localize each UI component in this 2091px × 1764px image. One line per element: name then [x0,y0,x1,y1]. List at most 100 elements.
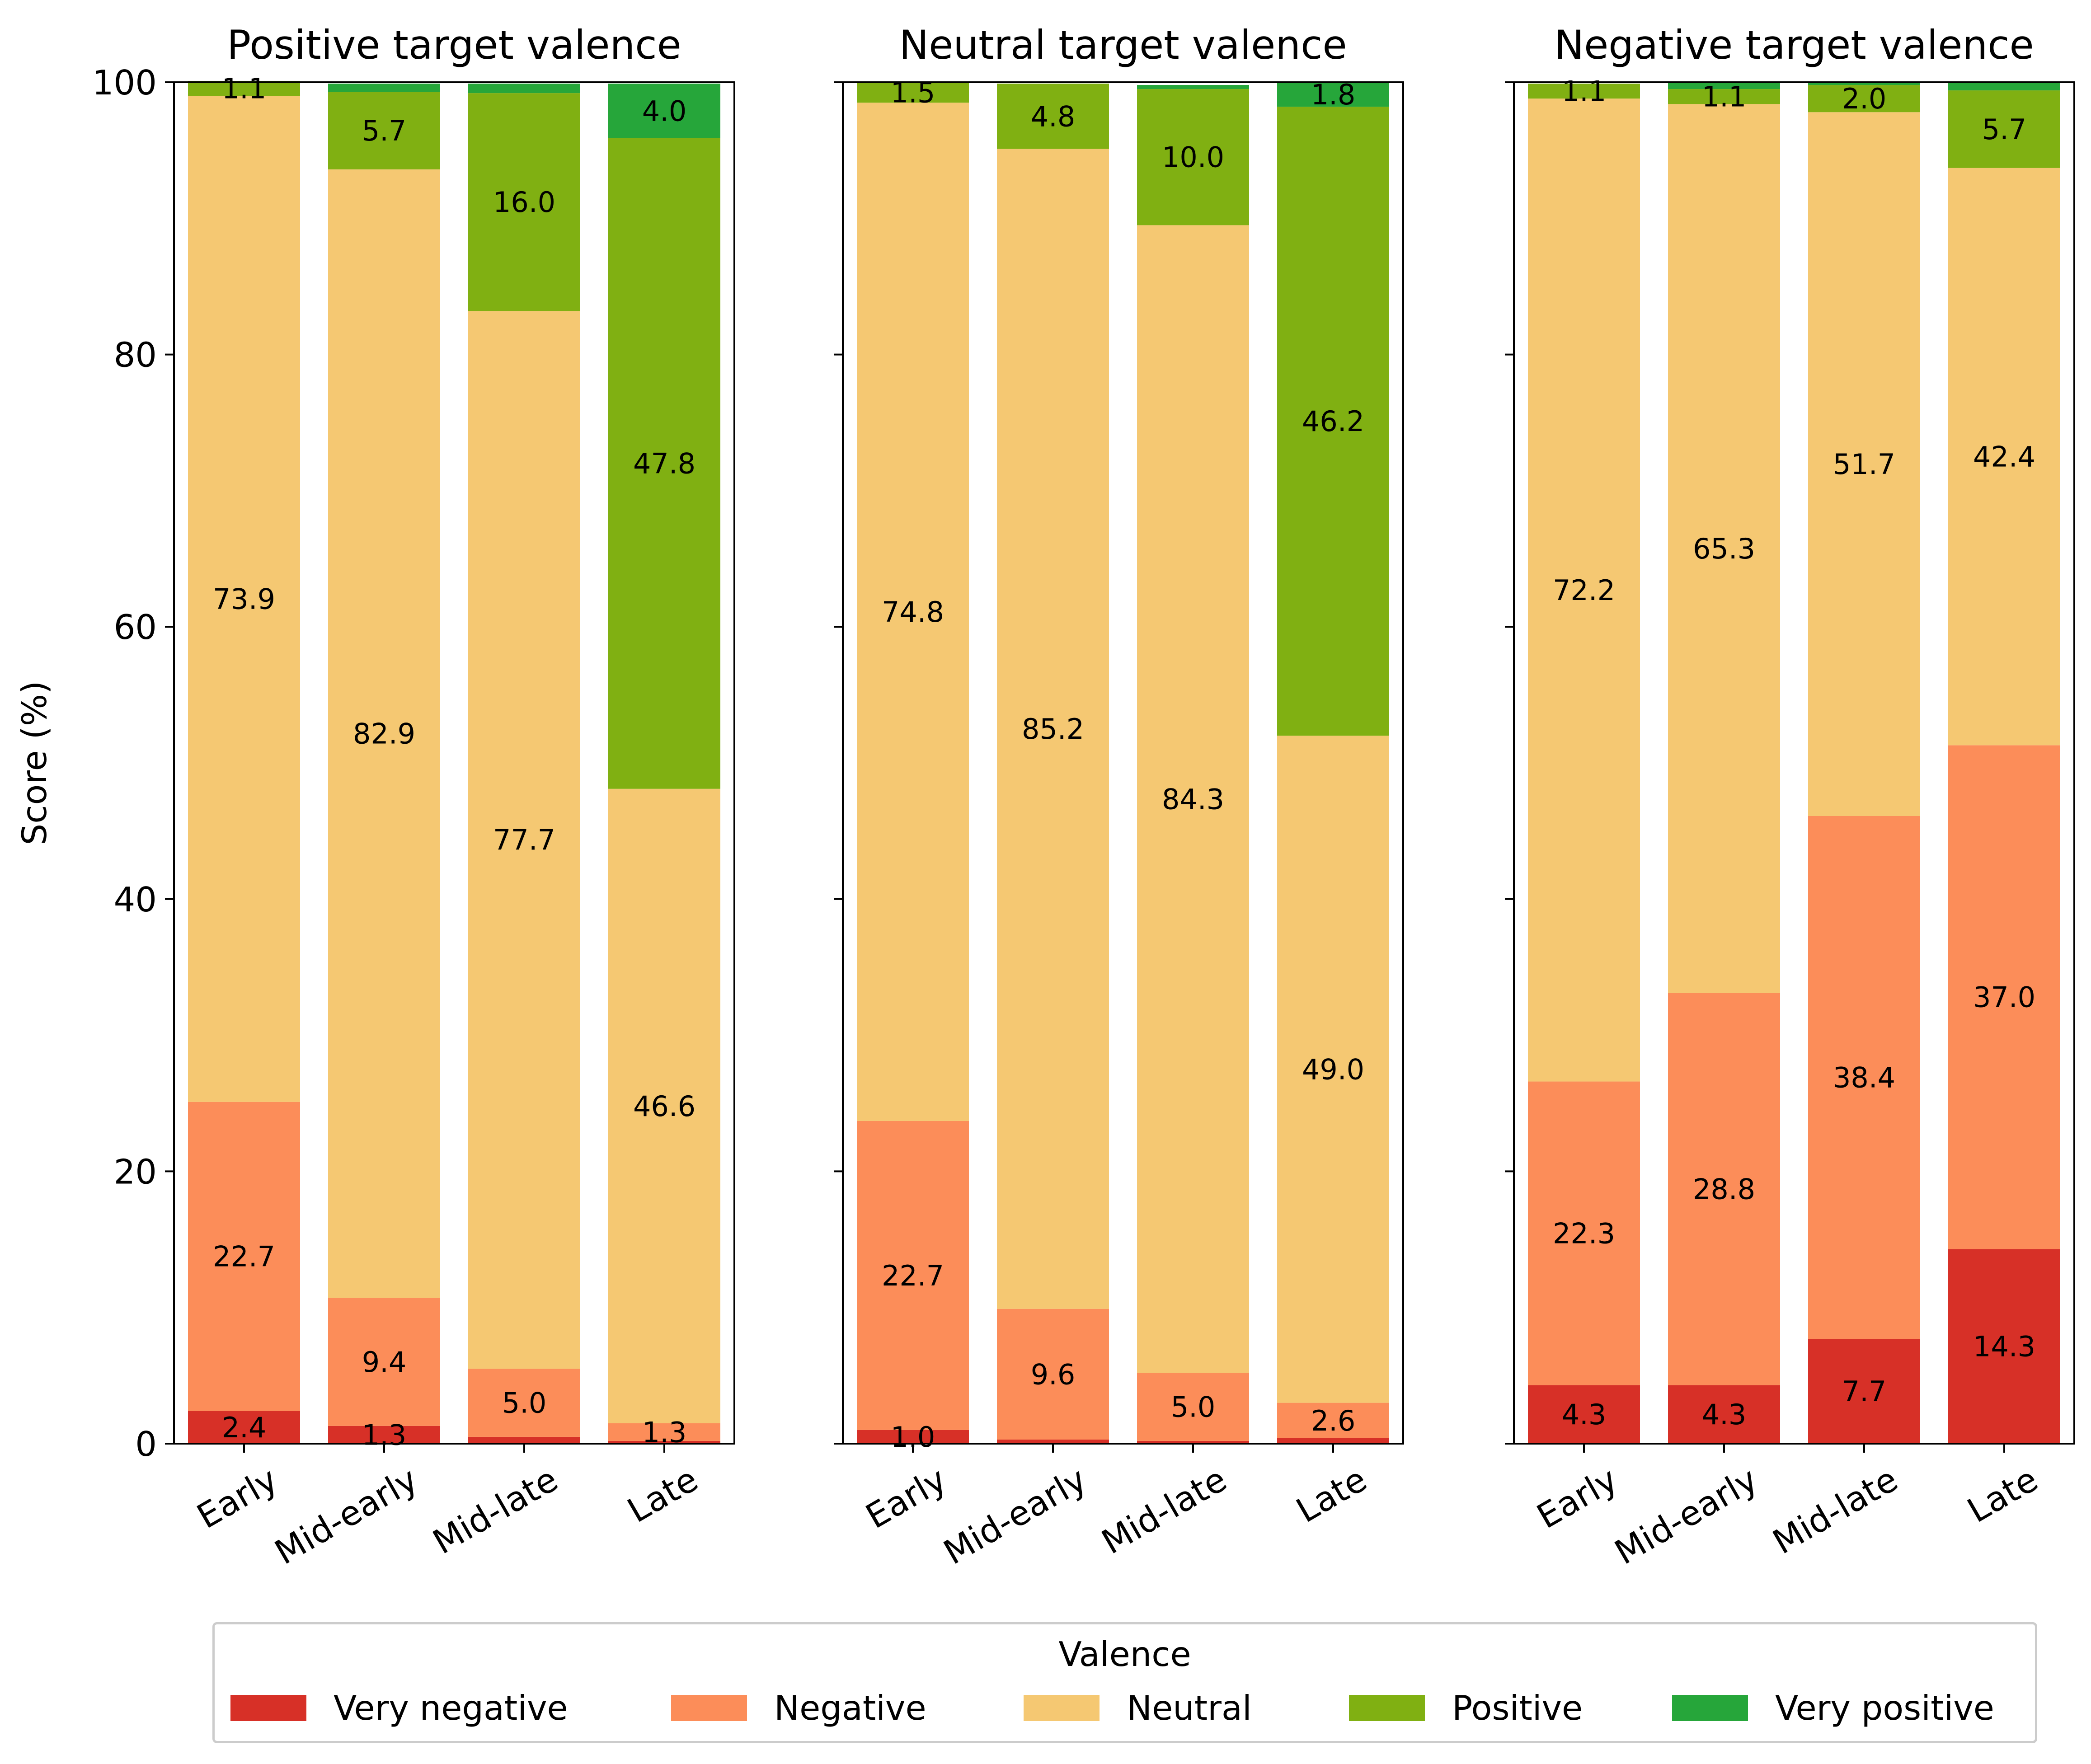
data-label-neutral-mid-early: 65.3 [1693,532,1755,565]
bar-positive-early [188,80,300,96]
legend-title: Valence [1058,1634,1191,1674]
legend-entries: Very negative Negative Neutral Positive … [215,1685,2035,1731]
data-label-positive-late: 47.8 [633,447,695,480]
bar-very-negative-mid-late [1137,1440,1249,1444]
bar-positive-mid-late [468,93,580,311]
panel-1: 2.422.773.91.1Early1.39.482.95.7Mid-earl… [92,22,735,1572]
bar-very-negative-late [1277,1438,1389,1444]
data-label-neutral-late: 42.4 [1973,441,2035,474]
bar-negative-mid-early [328,1298,440,1426]
data-label-neutral-mid-late: 51.7 [1833,448,1895,481]
data-label-negative-late: 37.0 [1973,981,2035,1014]
x-tick-label-late: Late [1290,1459,1373,1530]
data-label-negative-early: 22.3 [1553,1217,1615,1250]
data-label-negative-mid-late: 5.0 [1171,1391,1216,1424]
bar-very-negative-mid-late [1808,1338,1920,1444]
bar-positive-mid-early [1668,89,1780,104]
legend: Valence Very negative Negative Neutral P… [212,1622,2037,1743]
x-tick-label-early: Early [190,1459,284,1536]
bar-positive-early [1528,84,1640,99]
panel-frame [1513,81,2075,1445]
data-label-neutral-early: 72.2 [1553,574,1615,607]
legend-item-very-positive: Very positive [1672,1685,1994,1731]
data-label-negative-mid-early: 9.4 [362,1346,407,1379]
data-label-very-negative-late: 14.3 [1973,1330,2035,1363]
bar-negative-late [608,1423,720,1441]
panel-frame [173,81,735,1445]
bar-very-negative-late [608,1440,720,1444]
data-label-positive-early: 1.5 [891,76,935,109]
data-label-neutral-late: 49.0 [1302,1053,1364,1086]
data-label-very-negative-mid-early: 4.3 [1702,1398,1747,1431]
y-tick-label-20: 20 [114,1152,157,1192]
bar-neutral-mid-early [328,169,440,1298]
legend-label-very-positive: Very positive [1775,1688,1994,1728]
data-label-negative-late: 2.6 [1311,1404,1356,1437]
data-label-neutral-mid-early: 82.9 [353,718,415,751]
data-label-neutral-mid-late: 77.7 [493,824,555,857]
y-tick-label-40: 40 [114,880,157,920]
data-label-negative-early: 22.7 [213,1240,275,1273]
bar-positive-mid-late [1137,89,1249,225]
x-tick-label-early: Early [1530,1459,1624,1536]
legend-item-very-negative: Very negative [230,1685,568,1731]
bar-positive-late [1948,90,2060,168]
bar-negative-mid-late [468,1369,580,1437]
data-label-positive-early: 1.1 [222,72,267,105]
y-tick-label-0: 0 [135,1424,157,1464]
data-label-positive-mid-late: 16.0 [493,186,555,219]
bar-very-negative-mid-early [328,1426,440,1444]
data-label-positive-late: 5.7 [1982,113,2027,146]
bar-very-positive-mid-late [1808,82,1920,85]
data-label-negative-mid-late: 38.4 [1833,1061,1895,1094]
x-tick-label-mid-late: Mid-late [426,1459,564,1562]
panel-title: Neutral target valence [899,22,1347,68]
data-label-positive-mid-early: 4.8 [1031,100,1076,133]
data-label-neutral-early: 73.9 [213,582,275,615]
bar-neutral-early [857,103,969,1121]
panel-3: 4.3 22.3 72.2 1.1 Early 4.3 28.8 65.3 1.1 Mid-ear… [1505,22,2075,1572]
bar-very-positive-late [1948,82,2060,91]
bar-very-positive-late [1277,82,1389,107]
data-label-very-positive-late: 1.8 [1311,78,1356,111]
bar-negative-mid-late [1137,1373,1249,1441]
data-label-neutral-mid-late: 84.3 [1162,783,1224,816]
data-label-negative-mid-early: 28.8 [1693,1173,1755,1206]
bar-positive-mid-late [1808,85,1920,113]
bar-neutral-mid-late [1808,112,1920,816]
data-label-positive-mid-late: 2.0 [1842,82,1887,115]
bar-positive-mid-early [997,84,1109,149]
legend-item-neutral: Neutral [1024,1685,1252,1731]
bar-neutral-mid-late [1137,225,1249,1373]
bar-neutral-early [188,96,300,1102]
data-label-positive-late: 46.2 [1302,405,1364,438]
y-axis-label: Score (%) [14,681,54,845]
panel-frame [842,81,1404,1445]
x-tick-label-mid-late: Mid-late [1095,1459,1233,1562]
data-label-positive-early: 1.1 [1562,75,1607,108]
legend-swatch-neutral [1024,1695,1100,1721]
bar-negative-late [1277,1403,1389,1438]
x-tick-label-mid-early: Mid-early [1608,1459,1764,1572]
bar-negative-mid-early [1668,993,1780,1385]
legend-swatch-negative [671,1695,747,1721]
bar-positive-mid-early [328,92,440,169]
x-tick-label-early: Early [859,1459,953,1536]
bar-negative-early [1528,1081,1640,1385]
bar-very-positive-mid-early [1668,82,1780,89]
bar-very-positive-mid-early [328,84,440,92]
data-label-very-negative-mid-late: 7.7 [1842,1375,1887,1408]
legend-label-negative: Negative [774,1688,926,1728]
bar-negative-late [1948,745,2060,1249]
legend-swatch-positive [1349,1695,1425,1721]
legend-label-neutral: Neutral [1127,1688,1252,1728]
bar-very-negative-early [857,1430,969,1444]
bar-neutral-mid-early [997,149,1109,1309]
data-label-neutral-late: 46.6 [633,1090,695,1123]
bar-neutral-late [1948,168,2060,746]
data-label-neutral-mid-early: 85.2 [1022,713,1084,746]
bar-very-positive-mid-late [1137,85,1249,89]
bar-neutral-late [1277,736,1389,1403]
data-label-negative-mid-late: 5.0 [502,1387,547,1420]
bar-neutral-late [608,788,720,1423]
